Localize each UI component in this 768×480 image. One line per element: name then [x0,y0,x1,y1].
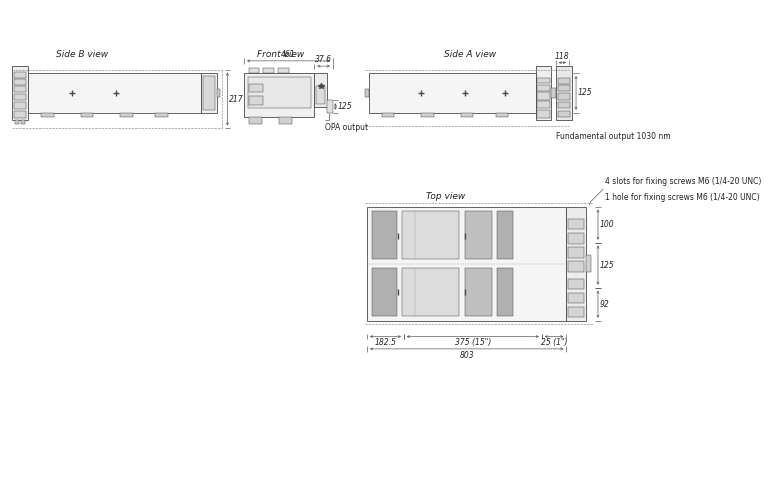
Bar [558,93,570,99]
Text: Side B view: Side B view [55,50,108,59]
Bar [496,113,508,117]
Bar [278,68,289,73]
Bar [497,268,513,316]
Bar [556,66,571,120]
Bar [250,96,263,105]
Bar [566,206,586,321]
Text: 100: 100 [600,220,614,229]
Bar [15,120,19,124]
Bar [14,86,26,93]
Bar [14,102,26,109]
Text: 182.5: 182.5 [375,338,396,348]
Text: 1 hole for fixing screws M6 (1/4-20 UNC): 1 hole for fixing screws M6 (1/4-20 UNC) [605,192,760,202]
Text: 125: 125 [337,102,352,111]
Bar [280,117,293,124]
Text: 125: 125 [578,88,592,97]
Bar [568,261,584,272]
Bar [568,293,584,303]
Circle shape [276,85,290,99]
Bar [568,247,584,258]
Bar [366,88,369,97]
Bar [558,102,570,108]
Bar [249,68,259,73]
Bar [382,113,394,117]
Bar [316,86,325,104]
Bar [121,113,133,117]
Text: 803: 803 [459,350,474,360]
Text: 118: 118 [555,52,570,61]
Text: Side A view: Side A view [444,50,496,59]
Bar [263,68,274,73]
Bar [558,78,570,84]
Bar [21,120,25,124]
Bar [14,79,26,84]
Bar [203,76,215,110]
Bar [217,88,220,97]
Text: 4 slots for fixing screws M6 (1/4-20 UNC): 4 slots for fixing screws M6 (1/4-20 UNC… [605,177,761,186]
Bar [535,66,551,120]
Bar [14,72,26,78]
Bar [568,307,584,317]
Bar [314,73,326,107]
Bar [558,85,570,91]
Bar [538,101,550,108]
Bar [586,255,591,273]
Bar [244,73,314,117]
Bar [250,84,263,93]
Text: 37.6: 37.6 [315,55,332,64]
Text: Front view: Front view [257,50,305,59]
Bar [568,219,584,229]
Bar [538,78,550,83]
Bar [402,211,459,259]
Bar [538,110,550,118]
Text: 125: 125 [600,261,614,270]
Bar [551,88,556,98]
Bar [538,84,550,91]
Bar [568,278,584,289]
Bar [497,211,513,259]
Text: OPA output: OPA output [325,123,368,132]
Bar [247,77,311,108]
Text: 217: 217 [229,95,243,104]
Bar [465,268,492,316]
Text: 461: 461 [281,50,296,59]
Bar [326,100,333,113]
Bar [249,117,262,124]
Bar [568,233,584,243]
Bar [201,73,217,113]
Bar [402,268,459,316]
Bar [558,111,570,117]
Bar [155,113,167,117]
Bar [372,211,397,259]
Bar [372,268,397,316]
Bar [465,211,492,259]
Bar [538,93,550,99]
Bar [14,94,26,100]
Bar [367,206,566,321]
Text: 25 (1"): 25 (1") [541,338,568,348]
Text: Top view: Top view [426,192,465,202]
Bar [28,73,201,113]
Bar [12,66,28,120]
Bar [41,113,54,117]
Text: 375 (15"): 375 (15") [455,338,491,348]
Bar [422,113,434,117]
Bar [81,113,93,117]
Bar [14,111,26,118]
Bar [369,73,535,113]
Text: 92: 92 [600,300,610,309]
Bar [461,113,473,117]
Text: Fundamental output 1030 nm: Fundamental output 1030 nm [556,132,670,141]
